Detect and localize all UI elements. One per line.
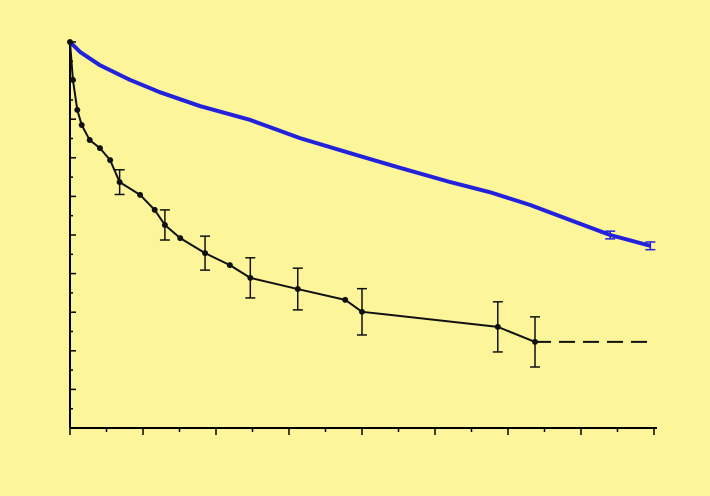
- error-bar: [605, 230, 616, 240]
- series-line: [68, 40, 651, 248]
- marker: [359, 308, 365, 315]
- marker: [96, 145, 103, 152]
- marker: [67, 39, 73, 45]
- marker: [226, 262, 233, 269]
- marker: [74, 106, 81, 113]
- marker: [116, 179, 123, 186]
- marker: [294, 286, 301, 293]
- marker: [78, 121, 85, 128]
- marker: [247, 274, 254, 281]
- error-bar: [645, 241, 656, 251]
- marker: [151, 206, 158, 213]
- marker: [86, 137, 93, 144]
- marker: [494, 323, 501, 330]
- marker: [202, 250, 209, 257]
- marker: [177, 235, 184, 242]
- marker: [107, 157, 114, 164]
- marker: [161, 221, 168, 228]
- marker: [342, 296, 349, 303]
- marker: [69, 76, 76, 83]
- marker: [137, 191, 144, 198]
